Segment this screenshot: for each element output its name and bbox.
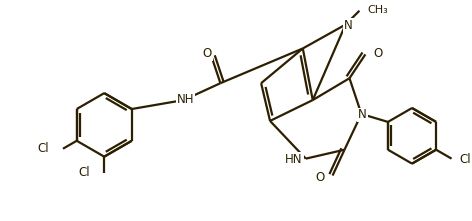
Text: O: O: [203, 47, 212, 60]
Text: O: O: [315, 171, 325, 184]
Text: Cl: Cl: [79, 166, 90, 179]
Text: N: N: [344, 19, 353, 32]
Text: N: N: [358, 109, 367, 122]
Text: NH: NH: [177, 93, 194, 106]
Text: CH₃: CH₃: [367, 5, 388, 15]
Text: HN: HN: [285, 153, 303, 166]
Text: Cl: Cl: [37, 142, 49, 155]
Text: Cl: Cl: [460, 153, 471, 166]
Text: O: O: [373, 47, 382, 60]
